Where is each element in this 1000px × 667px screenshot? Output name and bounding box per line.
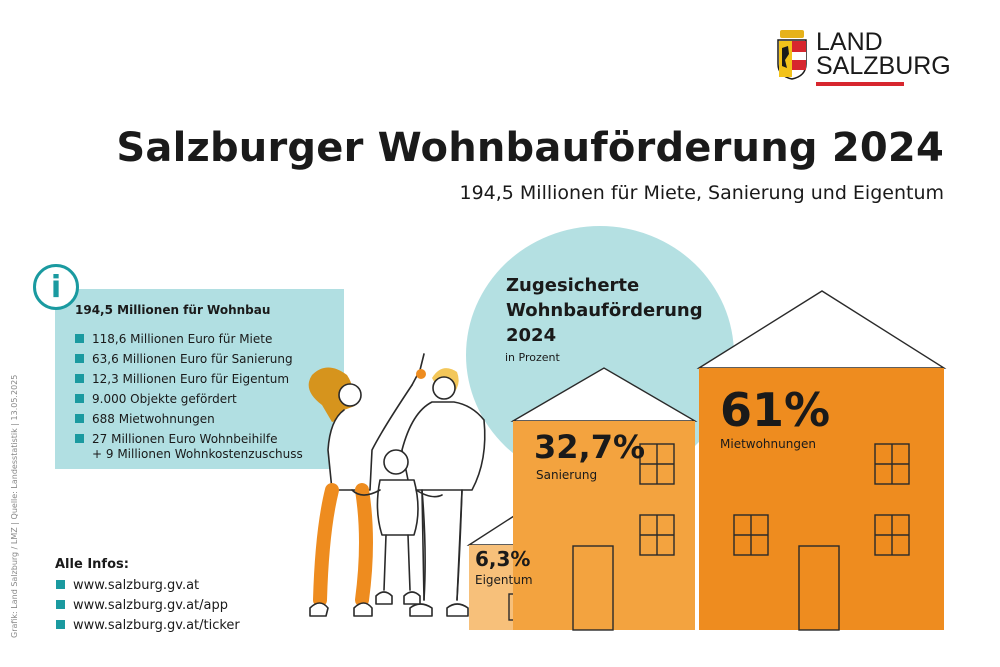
page-title: Salzburger Wohnbauförderung 2024 [116,125,944,171]
info-item: 12,3 Millionen Euro für Eigentum [75,372,289,387]
link-app[interactable]: www.salzburg.gv.at/app [56,598,228,613]
info-item: 63,6 Millionen Euro für Sanierung [75,352,293,367]
bar-mietwohnungen-door [798,545,840,631]
data-label-mietwohnungen: 61% [720,383,831,437]
info-heading: 194,5 Millionen für Wohnbau [75,303,271,317]
category-label-eigentum: Eigentum [475,573,533,587]
link-website[interactable]: www.salzburg.gv.at [56,578,199,593]
chart-title-line: Wohnbauförderung [506,300,703,321]
links-heading: Alle Infos: [55,557,129,572]
bullet-square [75,354,84,363]
bar-sanierung-door [572,545,614,631]
chart-unit-label: in Prozent [505,351,560,364]
logo-text-salzburg: SALZBURG [816,52,951,80]
link-text: www.salzburg.gv.at [73,578,200,593]
info-item-text: 27 Millionen Euro Wohnbeihilfe [92,432,278,446]
info-item: 27 Millionen Euro Wohnbeihilfe [75,432,277,447]
info-item: 9.000 Objekte gefördert [75,392,237,407]
land-salzburg-logo[interactable]: LAND SALZBURG [776,28,951,88]
info-item-continuation: + 9 Millionen Wohnkostenzuschuss [75,447,303,462]
bullet-square [75,334,84,343]
bar-mietwohnungen-roof [696,290,947,369]
bullet-square [56,600,65,609]
logo-text-land: LAND [816,28,883,56]
chart-title-line: 2024 [506,325,557,346]
coat-of-arms-icon [777,30,807,80]
info-icon-glyph: i [50,270,62,305]
info-item-text: 118,6 Millionen Euro für Miete [92,332,273,346]
info-item: 118,6 Millionen Euro für Miete [75,332,272,347]
bullet-square [56,620,65,629]
page-subtitle: 194,5 Millionen für Miete, Sanierung und… [459,182,944,204]
info-item: 688 Mietwohnungen [75,412,215,427]
bar-mietwohnungen [696,290,947,631]
data-label-eigentum: 6,3% [475,547,531,571]
bar-eigentum-door [508,593,524,621]
info-icon: i [33,264,79,310]
logo-underline [816,82,904,86]
bar-mietwohnungen-window [733,514,769,556]
family-illustration [308,353,486,617]
info-item-text: 63,6 Millionen Euro für Sanierung [92,352,293,366]
info-box [55,289,344,469]
bullet-square [75,414,84,423]
data-label-sanierung: 32,7% [534,428,646,466]
bar-sanierung-window [639,514,675,556]
category-label-sanierung: Sanierung [536,468,598,482]
info-item-text: 12,3 Millionen Euro für Eigentum [92,372,290,386]
bullet-square [75,394,84,403]
info-item-text: 9.000 Objekte gefördert [92,392,237,406]
bullet-square [56,580,65,589]
source-credit: Grafik: Land Salzburg / LMZ | Quelle: La… [10,374,19,638]
chart-title-line: Zugesicherte [506,275,640,296]
link-text: www.salzburg.gv.at/app [73,598,228,613]
bullet-square [75,374,84,383]
category-label-mietwohnungen: Mietwohnungen [720,437,816,451]
bullet-square [75,434,84,443]
info-item-text: 688 Mietwohnungen [92,412,215,426]
chart-title: Zugesicherte Wohnbauförderung 2024 [506,273,703,348]
bar-mietwohnungen-window [874,514,910,556]
info-item-text: + 9 Millionen Wohnkostenzuschuss [92,447,303,461]
link-ticker[interactable]: www.salzburg.gv.at/ticker [56,618,240,633]
bar-mietwohnungen-window [874,443,910,485]
link-text: www.salzburg.gv.at/ticker [73,618,240,633]
